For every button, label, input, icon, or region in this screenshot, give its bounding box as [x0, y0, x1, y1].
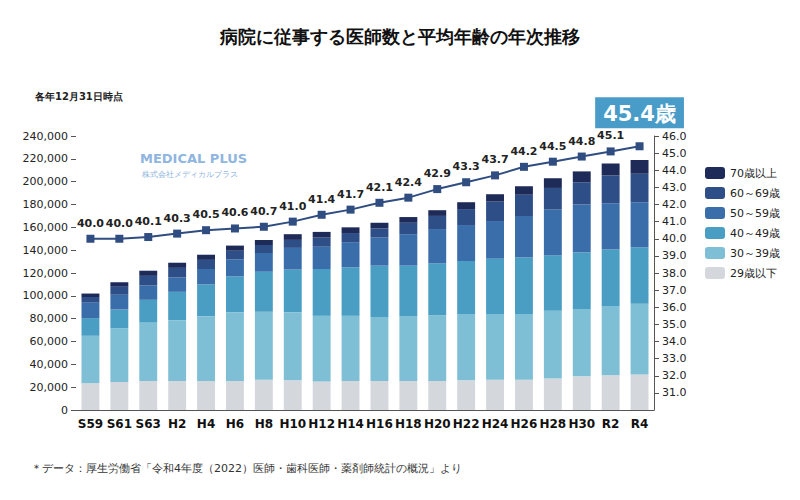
svg-text:R2: R2 [602, 417, 620, 431]
svg-text:44.8: 44.8 [568, 135, 595, 148]
svg-text:30～39歳: 30～39歳 [730, 247, 780, 260]
svg-text:33.0: 33.0 [662, 352, 687, 365]
svg-text:80,000: 80,000 [30, 312, 69, 325]
svg-text:240,000: 240,000 [23, 130, 69, 143]
svg-text:46.0: 46.0 [662, 130, 687, 143]
svg-text:42.4: 42.4 [395, 176, 422, 189]
svg-text:H20: H20 [424, 417, 451, 431]
svg-text:0: 0 [61, 404, 68, 417]
svg-text:H18: H18 [395, 417, 422, 431]
svg-text:MEDICAL PLUS: MEDICAL PLUS [140, 151, 247, 166]
svg-text:34.0: 34.0 [662, 335, 687, 348]
svg-text:100,000: 100,000 [23, 289, 69, 302]
svg-text:40.0: 40.0 [662, 232, 687, 245]
svg-text:43.0: 43.0 [662, 181, 687, 194]
svg-text:36.0: 36.0 [662, 301, 687, 314]
svg-text:40.6: 40.6 [221, 206, 248, 219]
svg-text:37.0: 37.0 [662, 284, 687, 297]
svg-text:32.0: 32.0 [662, 369, 687, 382]
svg-text:40.0: 40.0 [106, 217, 133, 230]
svg-text:60,000: 60,000 [30, 335, 69, 348]
svg-text:180,000: 180,000 [23, 198, 69, 211]
svg-text:60～69歳: 60～69歳 [730, 187, 780, 200]
svg-text:病院に従事する医師数と平均年齢の年次推移: 病院に従事する医師数と平均年齢の年次推移 [219, 26, 580, 47]
svg-text:H22: H22 [453, 417, 480, 431]
svg-text:41.0: 41.0 [662, 215, 687, 228]
svg-text:120,000: 120,000 [23, 267, 69, 280]
svg-text:H28: H28 [539, 417, 566, 431]
svg-text:160,000: 160,000 [23, 221, 69, 234]
svg-text:H8: H8 [255, 417, 273, 431]
svg-text:45.0: 45.0 [662, 147, 687, 160]
svg-text:20,000: 20,000 [30, 381, 69, 394]
svg-text:40.0: 40.0 [77, 217, 104, 230]
svg-text:H16: H16 [366, 417, 393, 431]
svg-text:35.0: 35.0 [662, 318, 687, 331]
svg-text:200,000: 200,000 [23, 175, 69, 188]
svg-text:45.1: 45.1 [597, 129, 624, 142]
svg-text:40,000: 40,000 [30, 358, 69, 371]
svg-text:40.5: 40.5 [192, 208, 219, 221]
svg-text:40.1: 40.1 [135, 215, 162, 228]
svg-text:40.7: 40.7 [250, 205, 277, 218]
svg-text:S59: S59 [78, 417, 103, 431]
svg-text:44.0: 44.0 [662, 164, 687, 177]
svg-text:S63: S63 [136, 417, 161, 431]
svg-text:40.3: 40.3 [164, 212, 191, 225]
svg-text:H24: H24 [482, 417, 509, 431]
svg-text:各年12月31日時点: 各年12月31日時点 [34, 91, 123, 102]
svg-text:H26: H26 [511, 417, 538, 431]
svg-text:S61: S61 [107, 417, 132, 431]
svg-text:R4: R4 [631, 417, 649, 431]
svg-text:H30: H30 [568, 417, 595, 431]
svg-text:31.0: 31.0 [662, 386, 687, 399]
svg-text:株式会社メディカルプラス: 株式会社メディカルプラス [141, 170, 238, 179]
svg-text:42.0: 42.0 [662, 198, 687, 211]
svg-text:44.2: 44.2 [510, 145, 537, 158]
svg-text:41.4: 41.4 [308, 193, 335, 206]
svg-text:41.0: 41.0 [279, 200, 306, 213]
svg-text:50～59歳: 50～59歳 [730, 207, 780, 220]
svg-text:43.3: 43.3 [453, 160, 480, 173]
svg-text:44.5: 44.5 [539, 140, 566, 153]
svg-text:40～49歳: 40～49歳 [730, 227, 780, 240]
svg-text:＊データ：厚生労働省「令和4年度（2022）医師・歯科医師・: ＊データ：厚生労働省「令和4年度（2022）医師・歯科医師・薬剤師統計の概況」よ… [31, 462, 462, 475]
svg-text:H2: H2 [168, 417, 186, 431]
svg-text:45.4歳: 45.4歳 [603, 102, 676, 126]
svg-text:43.7: 43.7 [481, 153, 508, 166]
svg-text:42.9: 42.9 [424, 167, 451, 180]
svg-text:H12: H12 [308, 417, 335, 431]
svg-text:41.7: 41.7 [337, 188, 364, 201]
svg-text:H6: H6 [226, 417, 244, 431]
svg-text:70歳以上: 70歳以上 [730, 167, 777, 180]
svg-text:220,000: 220,000 [23, 152, 69, 165]
svg-text:H4: H4 [197, 417, 215, 431]
svg-text:140,000: 140,000 [23, 244, 69, 257]
svg-text:H10: H10 [279, 417, 306, 431]
svg-text:29歳以下: 29歳以下 [730, 267, 777, 280]
svg-text:38.0: 38.0 [662, 267, 687, 280]
svg-text:H14: H14 [337, 417, 364, 431]
svg-text:42.1: 42.1 [366, 181, 393, 194]
svg-text:39.0: 39.0 [662, 249, 687, 262]
